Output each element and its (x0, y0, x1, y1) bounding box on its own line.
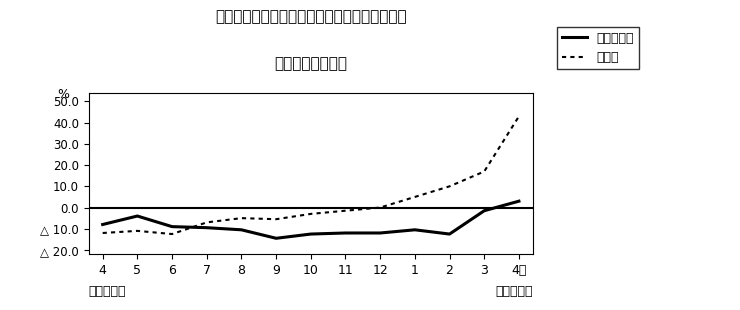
Text: 平成２４年: 平成２４年 (495, 285, 533, 298)
Legend: 調査産業計, 製造業: 調査産業計, 製造業 (556, 27, 639, 69)
Text: %: % (58, 87, 70, 100)
Text: 平成２３年: 平成２３年 (89, 285, 127, 298)
Text: 第２図　所定外労働時間　対前年同月比の推移: 第２図 所定外労働時間 対前年同月比の推移 (215, 9, 406, 24)
Text: （規模５人以上）: （規模５人以上） (275, 56, 347, 71)
